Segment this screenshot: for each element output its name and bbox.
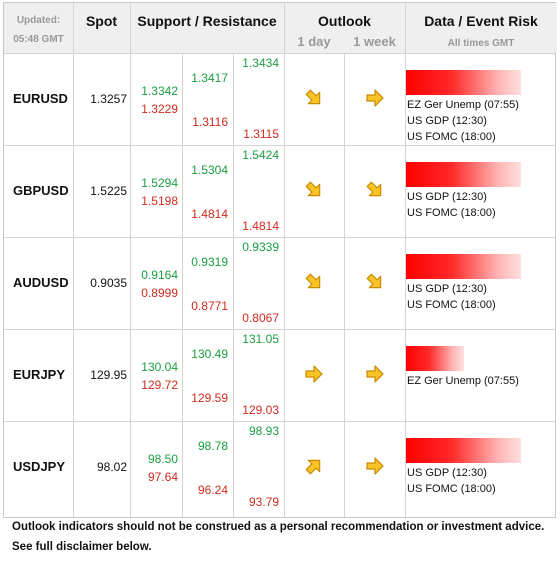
currency-pair: GBPUSD (13, 183, 69, 198)
table-row: USDJPY 98.02 98.50 97.64 98.78 96.24 98.93 93.7… (4, 421, 557, 513)
table-row: GBPUSD 1.5225 1.5294 1.5198 1.5304 1.4814 1.54… (4, 145, 557, 237)
event-item: US FOMC (18:00) (407, 207, 496, 219)
resistance-3: 131.05 (242, 332, 279, 346)
support-2: 96.24 (197, 483, 228, 497)
all-times-gmt: All times GMT (447, 38, 515, 49)
support-1: 129.72 (141, 378, 178, 392)
event-item: US GDP (12:30) (407, 283, 487, 295)
support-3: 1.3115 (243, 127, 279, 141)
resistance-1: 130.04 (141, 360, 178, 374)
updated-time: 05:48 GMT (13, 34, 64, 45)
currency-pair: EURUSD (13, 91, 68, 106)
table-header (4, 3, 557, 53)
outlook-1week-arrow-icon (364, 363, 386, 385)
support-3: 1.4814 (242, 219, 279, 233)
event-risk-bar (406, 162, 521, 187)
outlook-1week-header: 1 week (353, 34, 396, 49)
support-3: 129.03 (242, 403, 279, 417)
resistance-2: 0.9319 (191, 255, 228, 269)
table-row: EURJPY 129.95 130.04 129.72 130.49 129.59 131.… (4, 329, 557, 421)
outlook-table: Updated: 05:48 GMT Spot Support / Resist… (3, 2, 557, 518)
support-2: 1.3116 (192, 115, 228, 129)
event-item: US FOMC (18:00) (407, 299, 496, 311)
spot-price: 98.02 (96, 460, 127, 474)
data-event-risk-header: Data / Event Risk (424, 13, 538, 29)
event-item: US GDP (12:30) (407, 467, 487, 479)
support-1: 0.8999 (141, 286, 178, 300)
outlook-1day-arrow-icon (303, 179, 325, 201)
outlook-1day-arrow-icon (303, 455, 325, 477)
event-item: US FOMC (18:00) (407, 131, 496, 143)
event-risk-bar (406, 254, 521, 279)
outlook-header: Outlook (318, 13, 371, 29)
outlook-1day-arrow-icon (303, 87, 325, 109)
event-item: EZ Ger Unemp (07:55) (407, 375, 519, 387)
spot-header: Spot (85, 13, 118, 29)
table-row: EURUSD 1.3257 1.3342 1.3229 1.3417 1.3116 1.34… (4, 53, 557, 145)
outlook-1week-arrow-icon (364, 271, 386, 293)
support-resistance-header: Support / Resistance (137, 13, 277, 29)
support-2: 0.8771 (191, 299, 228, 313)
resistance-3: 1.3434 (242, 56, 279, 70)
spot-price: 1.3257 (90, 92, 127, 106)
currency-pair: EURJPY (13, 367, 66, 382)
spot-price: 0.9035 (90, 276, 127, 290)
resistance-1: 1.5294 (141, 176, 178, 190)
table-row: AUDUSD 0.9035 0.9164 0.8999 0.9319 0.8771 0.93… (4, 237, 557, 329)
resistance-3: 0.9339 (242, 240, 279, 254)
outlook-1day-arrow-icon (303, 271, 325, 293)
resistance-2: 1.5304 (191, 163, 228, 177)
resistance-3: 98.93 (248, 424, 279, 438)
updated-label: Updated: (16, 15, 61, 26)
outlook-1day-header: 1 day (297, 34, 331, 49)
support-2: 129.59 (191, 391, 228, 405)
outlook-1week-arrow-icon (364, 455, 386, 477)
spot-price: 1.5225 (90, 184, 127, 198)
support-3: 0.8067 (242, 311, 279, 325)
resistance-2: 98.78 (197, 439, 228, 453)
support-1: 1.5198 (141, 194, 178, 208)
disclaimer-line-1: Outlook indicators should not be constru… (12, 521, 545, 533)
currency-pair: USDJPY (13, 459, 66, 474)
support-3: 93.79 (248, 495, 279, 509)
event-risk-bar (406, 70, 521, 95)
resistance-2: 1.3417 (191, 71, 228, 85)
support-1: 97.64 (147, 470, 178, 484)
event-risk-bar (406, 438, 521, 463)
resistance-2: 130.49 (191, 347, 228, 361)
disclaimer-line-2: See full disclaimer below. (12, 541, 152, 553)
resistance-3: 1.5424 (242, 148, 279, 162)
event-item: EZ Ger Unemp (07:55) (407, 99, 519, 111)
event-item: US FOMC (18:00) (407, 483, 496, 495)
event-risk-bar (406, 346, 464, 371)
resistance-1: 0.9164 (141, 268, 178, 282)
outlook-1day-arrow-icon (303, 363, 325, 385)
event-item: US GDP (12:30) (407, 115, 487, 127)
resistance-1: 98.50 (147, 452, 178, 466)
event-item: US GDP (12:30) (407, 191, 487, 203)
outlook-1week-arrow-icon (364, 179, 386, 201)
spot-price: 129.95 (90, 368, 127, 382)
currency-pair: AUDUSD (13, 275, 69, 290)
outlook-1week-arrow-icon (364, 87, 386, 109)
resistance-1: 1.3342 (141, 84, 178, 98)
support-2: 1.4814 (191, 207, 228, 221)
support-1: 1.3229 (141, 102, 178, 116)
